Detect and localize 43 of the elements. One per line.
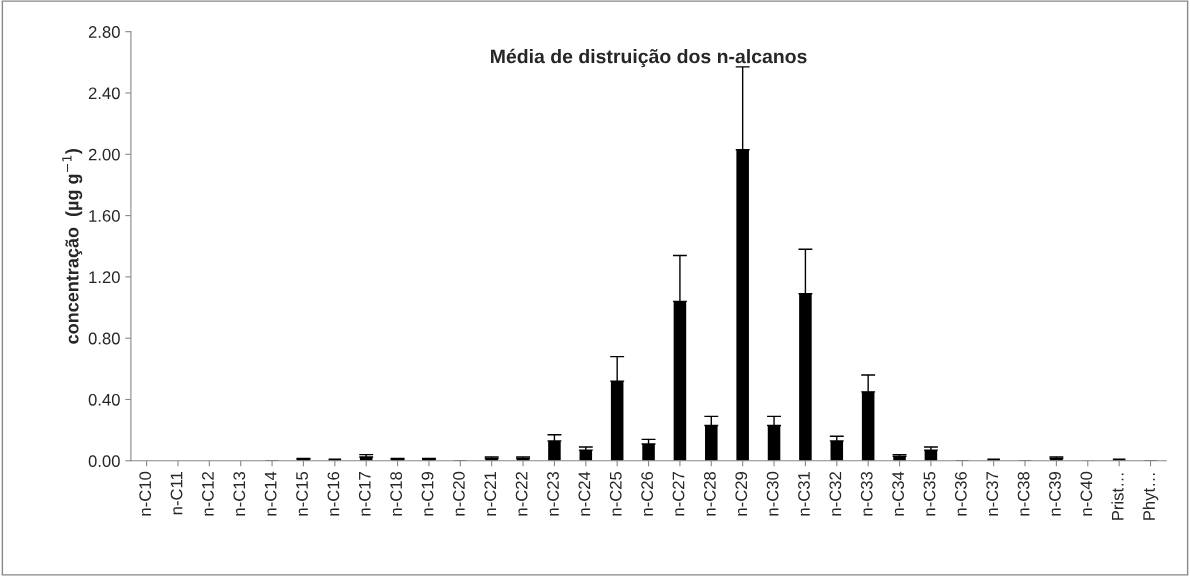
x-tick-label: n-C21 — [484, 472, 497, 516]
x-tick-label: n-C28 — [703, 471, 716, 516]
x-tick-label: n-C34 — [892, 471, 905, 516]
x-tick-label: n-C29 — [735, 472, 748, 516]
x-tick-label: n-C13 — [233, 471, 246, 516]
x-tick-label: n-C20 — [452, 471, 465, 516]
x-tick-label: n-C22 — [515, 472, 528, 516]
x-tick-label: n-C38 — [1017, 471, 1030, 516]
x-tick-label: n-C14 — [264, 471, 277, 516]
x-tick-label: n-C10 — [139, 471, 152, 516]
y-tick-label: 2.40 — [88, 87, 120, 100]
x-tick-label: n-C40 — [1080, 471, 1093, 516]
x-tick-label: n-C17 — [358, 472, 371, 516]
x-tick-label: n-C31 — [798, 472, 810, 516]
text: Média de distruição dos n-alcanos — [491, 48, 807, 68]
x-tick-label: n-C33 — [860, 471, 873, 516]
x-tick-label: n-C37 — [986, 472, 999, 516]
y-tick-label: 1.60 — [89, 209, 120, 222]
x-tick-label: n-C19 — [421, 472, 434, 516]
x-tick-label: n-C12 — [202, 472, 214, 516]
y-tick-label: 0.00 — [88, 455, 120, 467]
x-tick-label: n-C24 — [578, 471, 591, 516]
y-axis-title: concentração (µg g$^{−1}$) — [62, 149, 83, 344]
y-tick-label: 0.80 — [88, 332, 120, 345]
y-tick-label: 2.00 — [88, 148, 120, 161]
x-tick-label: n-C32 — [829, 472, 842, 516]
x-tick-label: n-C27 — [672, 472, 685, 516]
x-tick-label: n-C25 — [609, 471, 622, 516]
x-tick-label: n-C15 — [296, 471, 308, 516]
x-tick-label: n-C30 — [766, 471, 779, 516]
y-tick-label: 0.40 — [88, 393, 120, 406]
x-tick-label: n-C18 — [390, 471, 403, 516]
y-tick-label: 1.20 — [89, 271, 120, 284]
x-tick-label: n-C39 — [1049, 472, 1061, 516]
x-tick-label: n-C16 — [327, 471, 340, 516]
x-tick-label: n-C26 — [641, 471, 654, 516]
x-tick-label: n-C35 — [923, 471, 936, 516]
x-tick-label: n-C36 — [954, 471, 967, 516]
y-tick-label: 2.80 — [88, 26, 120, 38]
x-tick-label: n-C11 — [170, 472, 183, 515]
x-tick-label: Prist… — [1111, 473, 1124, 520]
x-tick-label: n-C23 — [547, 471, 559, 516]
x-tick-label: Phyt… — [1142, 473, 1159, 520]
